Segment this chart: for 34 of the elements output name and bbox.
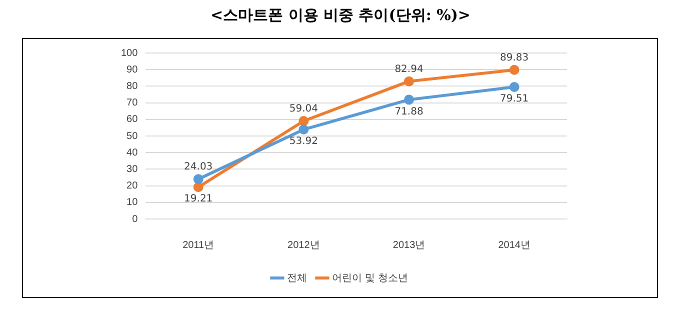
legend-label: 어린이 및 청소년	[332, 272, 408, 284]
point	[404, 94, 414, 105]
point	[509, 82, 520, 92]
x-tick-label: 2013년	[392, 240, 426, 251]
point	[193, 182, 204, 192]
legend-label: 전체	[287, 272, 308, 284]
y-tick-label: 70	[126, 98, 138, 109]
x-tick-label: 2012년	[288, 240, 320, 251]
chart-title: <스마트폰 이용 비중 추이(단위: %)>	[209, 6, 472, 25]
y-tick-label: 80	[126, 80, 138, 92]
x-tick-label: 2011년	[182, 240, 214, 251]
y-tick-label: 0	[132, 214, 138, 225]
y-tick-label: 40	[126, 147, 138, 158]
x-tick-label: 2014년	[498, 240, 530, 251]
y-tick-label: 90	[126, 64, 138, 76]
y-tick-label: 30	[126, 164, 138, 175]
y-tick-label: 50	[126, 130, 138, 142]
data-label: 19.21	[184, 194, 213, 205]
y-tick-label: 100	[120, 48, 138, 59]
point	[298, 124, 309, 134]
y-tick-label: 20	[126, 180, 138, 192]
point	[404, 76, 414, 86]
data-label: 71.88	[394, 106, 424, 118]
data-label: 59.04	[289, 104, 318, 115]
data-label: 24.03	[184, 162, 213, 173]
data-label: 82.94	[394, 64, 424, 75]
y-tick-label: 10	[126, 197, 138, 208]
y-tick-label: 60	[126, 114, 138, 126]
point	[509, 64, 520, 75]
data-label: 89.83	[500, 52, 529, 64]
point	[193, 174, 204, 184]
data-label: 53.92	[289, 136, 318, 148]
data-label: 79.51	[500, 94, 529, 105]
point	[298, 116, 309, 126]
